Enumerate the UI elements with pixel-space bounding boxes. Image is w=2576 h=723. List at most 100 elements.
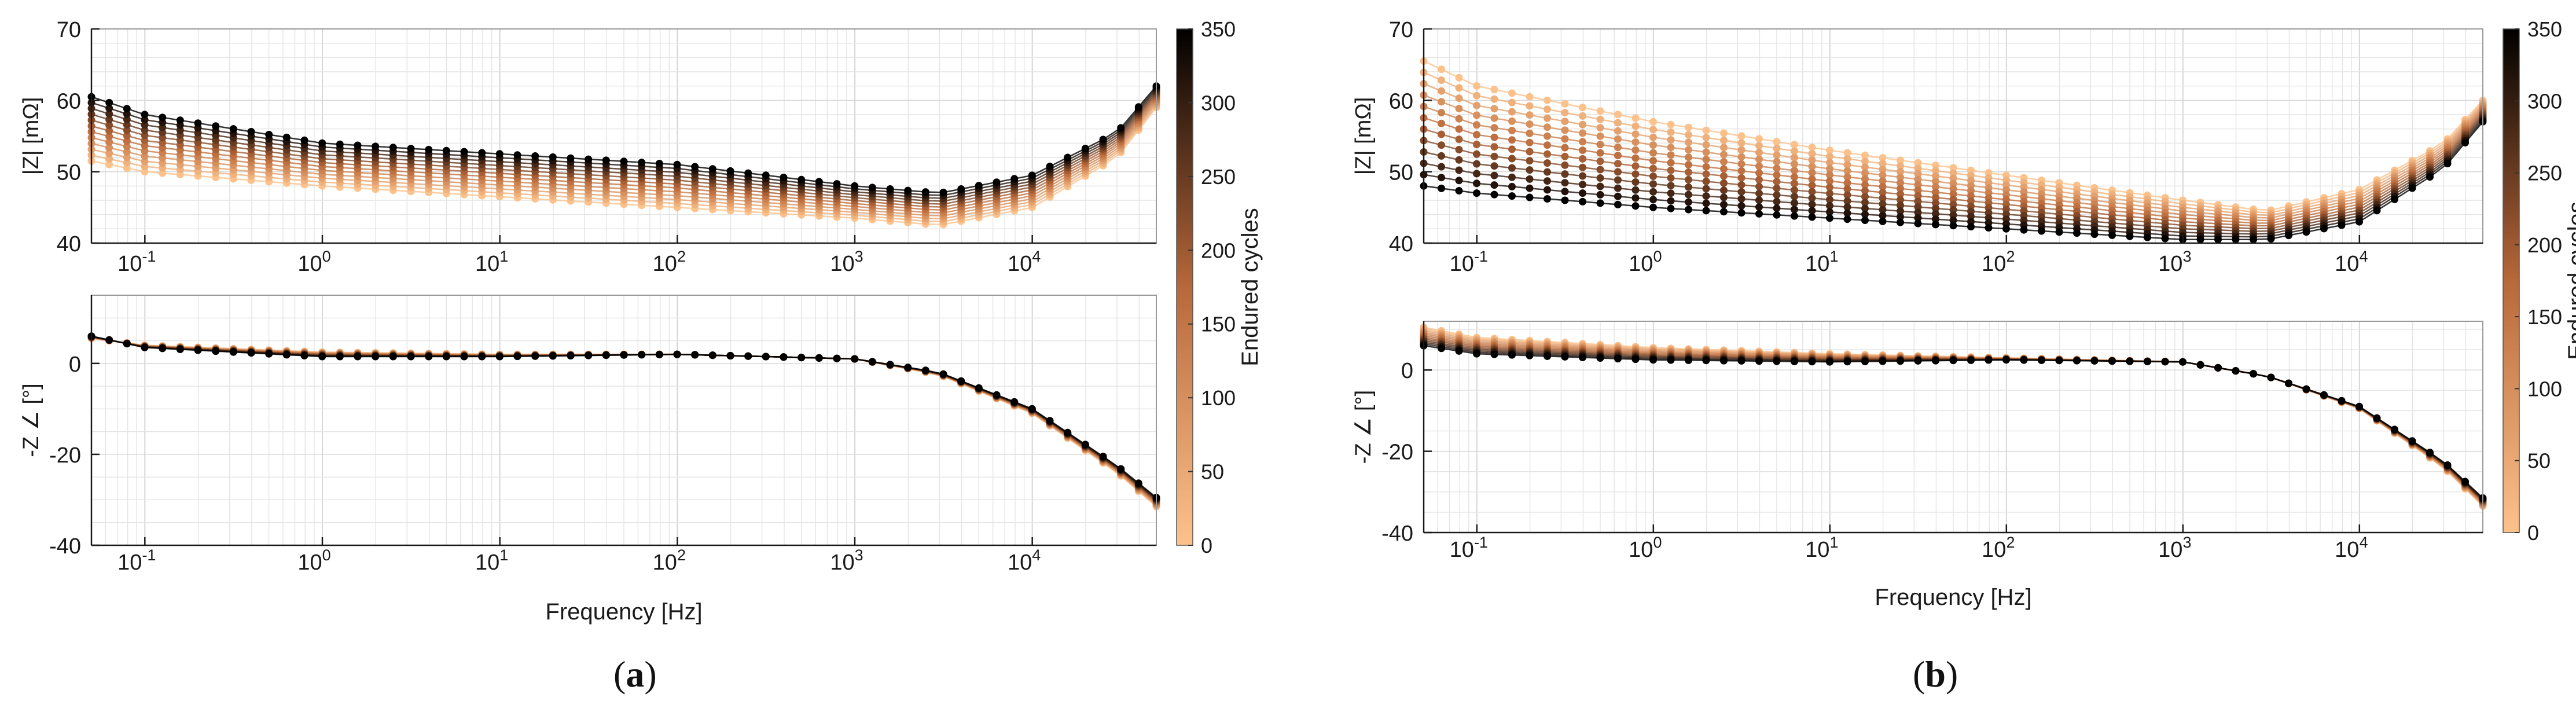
data-point	[1737, 202, 1745, 210]
data-point	[159, 113, 167, 122]
data-point	[1791, 167, 1798, 175]
data-point	[1967, 171, 1975, 179]
colorbar-tick-label: 150	[1201, 313, 1236, 336]
data-point	[1773, 171, 1781, 179]
data-point	[1064, 428, 1072, 436]
data-point	[1932, 193, 1939, 201]
data-point	[549, 153, 557, 161]
data-point	[212, 122, 220, 130]
data-point	[1667, 197, 1675, 205]
data-point	[1508, 173, 1516, 181]
data-point	[567, 352, 575, 359]
data-point	[2408, 184, 2416, 192]
data-point	[2214, 364, 2222, 372]
data-point	[1596, 182, 1604, 190]
data-point	[1702, 163, 1710, 171]
data-point	[1614, 127, 1622, 135]
data-point	[1826, 146, 1833, 155]
data-point	[229, 125, 237, 133]
data-point	[1791, 358, 1798, 365]
data-point	[123, 137, 131, 145]
y-axis-label: -Z ∠ [°]	[19, 383, 43, 457]
data-point	[1755, 357, 1763, 365]
data-point	[123, 148, 131, 156]
data-point	[1843, 161, 1851, 169]
x-tick-label: 10-1	[117, 546, 156, 575]
data-point	[1897, 179, 1904, 187]
data-point	[1685, 190, 1692, 199]
chart-a: 40 50 60 70 10-1 100 101 102 103 104 |Z| [mΩ] -40 -2…	[19, 17, 1263, 625]
data-point	[1843, 358, 1851, 366]
data-point	[1561, 109, 1569, 117]
data-point	[993, 178, 1001, 186]
y-tick-label: 50	[57, 161, 81, 185]
data-point	[389, 144, 397, 152]
data-point	[1932, 177, 1939, 185]
data-point	[2250, 370, 2257, 378]
data-point	[1526, 193, 1534, 201]
data-point	[1473, 189, 1480, 197]
data-point	[105, 121, 113, 129]
data-point	[1808, 181, 1816, 189]
data-point	[1879, 189, 1887, 196]
data-point	[123, 164, 131, 172]
data-point	[1579, 146, 1586, 155]
data-point	[1897, 213, 1904, 221]
data-point	[1808, 168, 1816, 177]
data-point	[1897, 156, 1904, 164]
data-point	[1631, 202, 1640, 210]
y-tick-label: 40	[1389, 232, 1413, 256]
data-point	[726, 167, 734, 175]
y-tick-label: 70	[1389, 18, 1413, 42]
data-point	[1438, 109, 1445, 117]
data-point	[1879, 183, 1887, 190]
data-point	[1561, 353, 1569, 361]
data-point	[2461, 478, 2469, 486]
data-point	[1914, 192, 1922, 200]
data-point	[1914, 203, 1922, 211]
data-point	[1702, 134, 1710, 142]
data-point	[798, 175, 806, 183]
data-point	[1932, 199, 1939, 207]
data-point	[939, 188, 947, 196]
data-point	[1544, 123, 1551, 131]
data-point	[1843, 179, 1851, 187]
colorbar-a: 0 50 100 150 200 250 300 350 Endured cycles	[1176, 17, 1263, 557]
data-point	[1897, 207, 1904, 215]
data-point	[549, 352, 557, 360]
data-point	[1649, 157, 1657, 165]
data-point	[1879, 154, 1887, 162]
data-point	[1826, 208, 1833, 216]
data-point	[1932, 172, 1939, 180]
data-point	[1596, 115, 1604, 123]
data-point	[602, 156, 610, 164]
data-point	[780, 353, 788, 361]
data-point	[1826, 177, 1833, 185]
data-point	[1879, 217, 1887, 225]
data-point	[1473, 179, 1480, 188]
data-point	[105, 110, 113, 118]
data-point	[513, 151, 521, 159]
data-point	[1808, 150, 1816, 158]
data-point	[1455, 105, 1463, 112]
data-point	[1737, 132, 1745, 140]
data-point	[1720, 144, 1728, 152]
data-point	[2090, 230, 2099, 238]
x-tick-label: 102	[1982, 248, 2015, 276]
data-point	[1737, 357, 1745, 365]
data-point	[176, 116, 184, 124]
data-point	[1702, 148, 1710, 156]
data-point	[1438, 87, 1445, 95]
x-tick-label: 10-1	[1450, 534, 1488, 562]
data-point	[1737, 181, 1745, 189]
data-point	[1614, 184, 1622, 192]
data-point	[1667, 151, 1675, 159]
x-tick-label: 100	[1629, 248, 1662, 276]
data-point	[1949, 195, 1957, 203]
data-point	[1649, 118, 1657, 126]
data-point	[2196, 361, 2204, 369]
data-point	[2267, 235, 2275, 243]
data-point	[141, 131, 149, 140]
colorbar-tick-label: 350	[2527, 17, 2562, 41]
data-point	[1028, 405, 1036, 413]
